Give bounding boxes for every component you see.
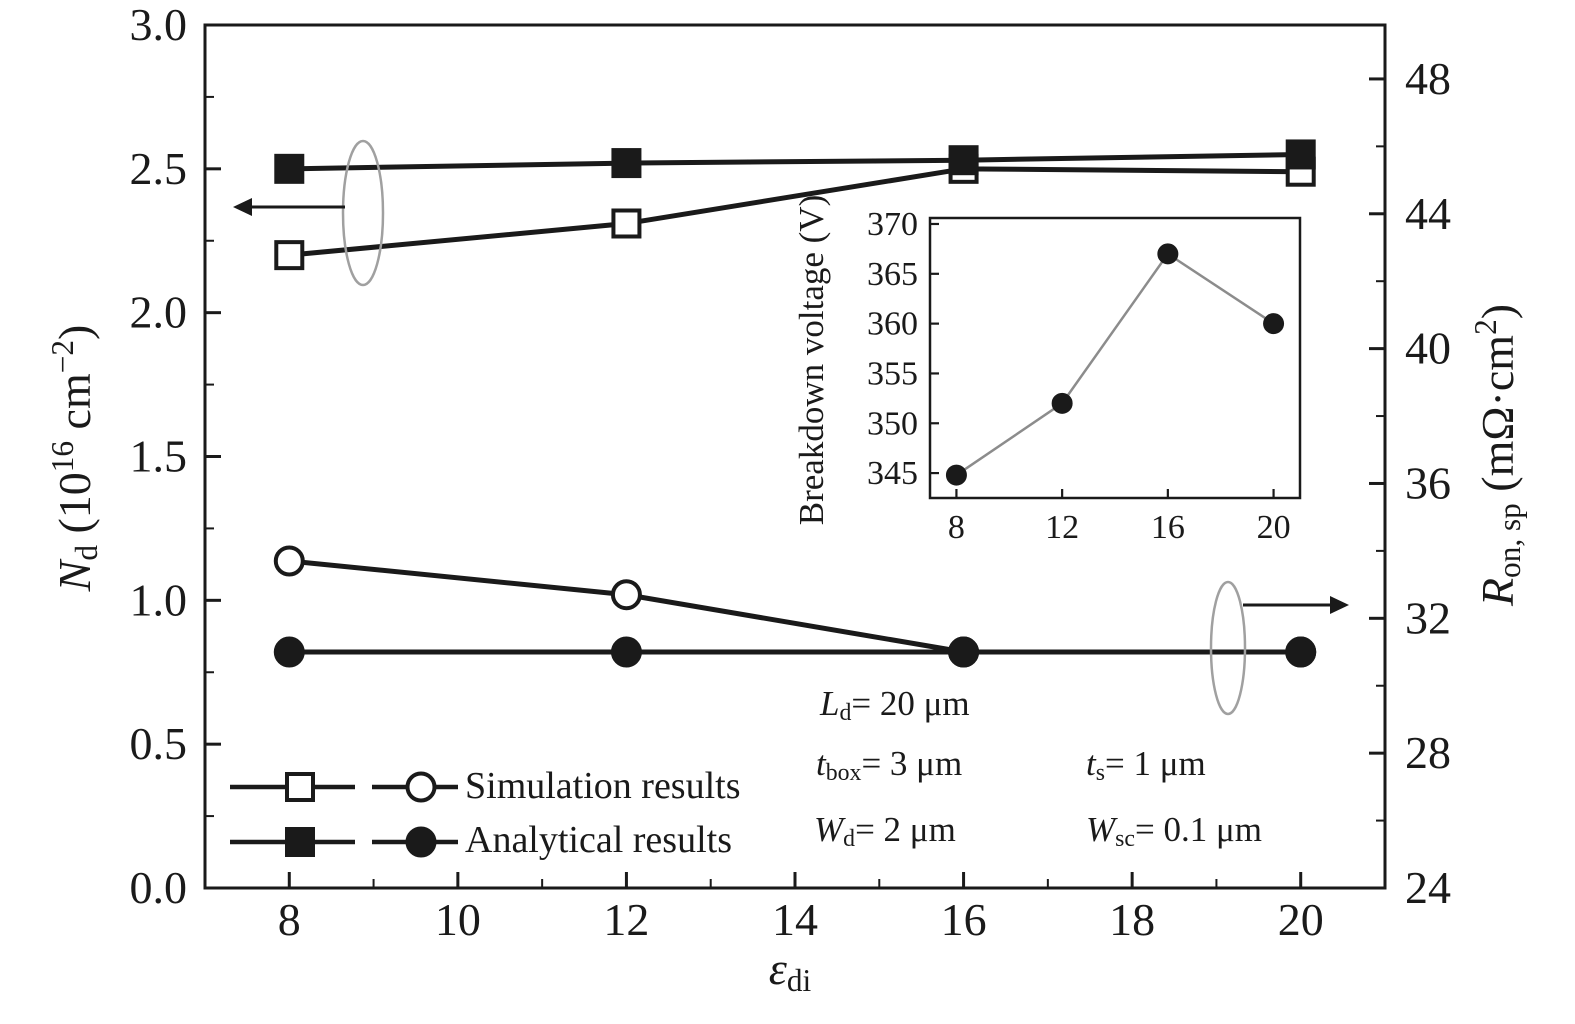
annotation-ld: Ld= 20 μm — [820, 684, 970, 727]
x-axis-title: εdi — [768, 943, 812, 998]
inset-y-tick-label: 355 — [867, 355, 918, 392]
annotation-wd: Wd= 2 μm — [814, 810, 956, 853]
inset-marker — [1157, 243, 1179, 265]
left-tick-label: 1.0 — [130, 574, 188, 625]
inset-x-tick-label: 8 — [948, 509, 965, 546]
marker-square-filled — [285, 827, 315, 857]
marker-circle-open — [405, 771, 437, 803]
marker-square-open — [285, 772, 315, 802]
inset-y-tick-label: 345 — [867, 455, 918, 492]
inset-marker — [945, 464, 967, 486]
right-tick-label: 44 — [1405, 188, 1451, 239]
annotation-ellipse-right-axis — [1209, 580, 1247, 716]
x-tick-label: 20 — [1278, 894, 1324, 945]
x-tick-label: 18 — [1109, 894, 1155, 945]
annotation-tbox: tbox= 3 μm — [816, 744, 963, 787]
left-axis-title: Nd (1016 cm−2) — [44, 324, 105, 592]
marker-square-open — [611, 208, 642, 239]
marker-square-open — [274, 240, 305, 271]
left-tick-label: 1.5 — [130, 431, 188, 482]
marker-square-filled — [611, 148, 642, 179]
right-tick-label: 48 — [1405, 53, 1451, 104]
inset-y-tick-label: 365 — [867, 256, 918, 293]
inset-y-axis-title: Breakdown voltage (V) — [792, 194, 831, 526]
annotation-wsc: Wsc= 0.1 μm — [1086, 810, 1262, 853]
left-tick-label: 2.0 — [130, 287, 188, 338]
legend-simulation-label: Simulation results — [465, 765, 741, 807]
right-tick-label: 36 — [1405, 457, 1451, 508]
inset-marker — [1263, 313, 1285, 335]
left-tick-label: 0.0 — [130, 862, 188, 913]
marker-square-filled — [1285, 139, 1316, 170]
annotation-arrowhead-left — [233, 198, 252, 216]
right-tick-label: 32 — [1405, 592, 1451, 643]
inset-x-tick-label: 16 — [1151, 509, 1185, 546]
annotation-ellipse-left-axis — [341, 139, 385, 287]
inset-x-tick-label: 20 — [1257, 509, 1291, 546]
left-tick-label: 2.5 — [130, 143, 188, 194]
annotation-arrowhead-right — [1330, 596, 1349, 614]
annotation-ts: ts= 1 μm — [1086, 744, 1206, 787]
marker-circle-filled — [610, 636, 642, 668]
x-tick-label: 16 — [941, 894, 987, 945]
x-tick-label: 12 — [603, 894, 649, 945]
marker-circle-filled — [948, 636, 980, 668]
left-tick-label: 0.5 — [130, 718, 188, 769]
marker-circle-filled — [273, 636, 305, 668]
x-tick-label: 10 — [435, 894, 481, 945]
marker-square-filled — [274, 153, 305, 184]
series-line-square-open — [289, 166, 1301, 258]
right-tick-label: 28 — [1405, 727, 1451, 778]
marker-circle-open — [273, 545, 305, 577]
inset-y-tick-label: 350 — [867, 405, 918, 442]
legend-analytical-label: Analytical results — [465, 819, 732, 861]
inset-x-tick-label: 12 — [1045, 509, 1079, 546]
right-tick-label: 40 — [1405, 323, 1451, 374]
inset-line — [955, 252, 1275, 477]
inset-y-tick-label: 370 — [867, 206, 918, 243]
series-line-circle-open — [289, 558, 1301, 655]
left-tick-label: 3.0 — [130, 0, 188, 50]
marker-square-filled — [948, 145, 979, 176]
inset-y-tick-label: 360 — [867, 306, 918, 343]
marker-circle-filled — [1285, 636, 1317, 668]
marker-circle-open — [610, 579, 642, 611]
right-axis-title: Ron, sp (mΩ·cm2) — [1467, 303, 1528, 607]
inset-marker — [1051, 392, 1073, 414]
x-tick-label: 14 — [772, 894, 818, 945]
marker-circle-filled — [405, 826, 437, 858]
x-tick-label: 8 — [278, 894, 301, 945]
series-line-square-filled — [289, 151, 1301, 172]
right-tick-label: 24 — [1405, 862, 1451, 913]
